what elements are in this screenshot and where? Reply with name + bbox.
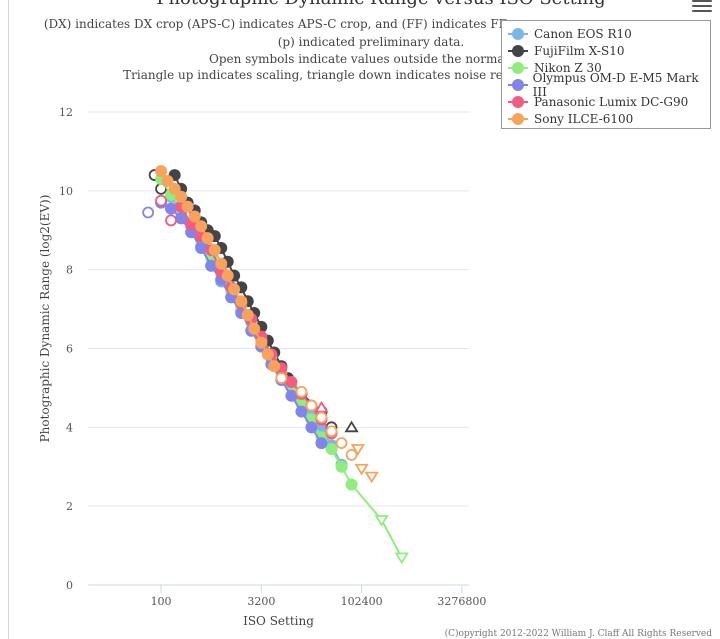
legend-item[interactable]: Canon EOS R10 — [508, 25, 704, 42]
data-point[interactable] — [165, 202, 178, 215]
legend-label: FujiFilm X-S10 — [534, 43, 625, 58]
data-point[interactable] — [295, 405, 308, 418]
series-line — [160, 201, 323, 444]
data-point-open[interactable] — [305, 399, 318, 412]
data-point-open[interactable] — [325, 425, 338, 438]
chart-subtitle-line: Open symbols indicate values outside the… — [209, 52, 553, 66]
chart-subtitle-line: Triangle up indicates scaling, triangle … — [123, 68, 579, 82]
x-axis-label: ISO Setting — [243, 614, 314, 628]
data-point[interactable] — [305, 421, 318, 434]
data-point-triangle-down[interactable] — [354, 463, 369, 476]
data-point-open[interactable] — [295, 385, 308, 398]
data-point[interactable] — [285, 376, 298, 389]
data-point[interactable] — [208, 243, 221, 256]
data-point[interactable] — [195, 220, 208, 233]
legend-item[interactable]: Sony ILCE-6100 — [508, 110, 704, 127]
legend-label: Olympus OM-D E-M5 Mark III — [532, 70, 699, 99]
series-group — [155, 165, 379, 484]
data-point[interactable] — [195, 241, 208, 254]
data-point[interactable] — [181, 200, 194, 213]
legend-swatch-icon — [508, 112, 528, 125]
data-point[interactable] — [155, 165, 168, 178]
series-group — [142, 196, 328, 450]
data-point[interactable] — [235, 295, 248, 308]
data-point-open[interactable] — [335, 437, 348, 450]
copyright-footer: (C)opyright 2012-2022 William J. Claff A… — [444, 629, 712, 639]
y-tick-label: 8 — [66, 264, 73, 277]
data-point[interactable] — [175, 190, 188, 203]
legend-swatch-icon — [508, 61, 528, 74]
plot-area: Photographic Dynamic Range versus ISO Se… — [38, 0, 606, 628]
y-tick-label: 2 — [66, 500, 73, 513]
data-point-open[interactable] — [315, 411, 328, 424]
data-point-open[interactable] — [142, 206, 155, 219]
data-point-triangle-down[interactable] — [350, 444, 365, 456]
data-point[interactable] — [345, 478, 358, 491]
y-tick-label: 4 — [66, 421, 73, 434]
data-point[interactable] — [268, 360, 281, 373]
x-tick-label: 3276800 — [437, 595, 486, 608]
legend-item[interactable]: Nikon Z 30 — [508, 59, 704, 76]
data-point[interactable] — [228, 283, 241, 296]
y-tick-label: 6 — [66, 343, 73, 356]
data-point[interactable] — [261, 348, 274, 361]
data-point[interactable] — [241, 308, 254, 321]
data-point[interactable] — [205, 259, 218, 272]
legend-item[interactable]: Panasonic Lumix DC-G90 — [508, 93, 704, 110]
data-point-triangle-down[interactable] — [394, 552, 409, 565]
data-point-triangle-up[interactable] — [344, 420, 359, 433]
legend-item[interactable]: FujiFilm X-S10 — [508, 42, 704, 59]
chart-title: Photographic Dynamic Range versus ISO Se… — [156, 0, 605, 9]
legend: Canon EOS R10 FujiFilm X-S10 Nikon Z 30 Oly… — [501, 20, 711, 129]
chart-subtitle-line: (p) indicated preliminary data. — [278, 35, 465, 49]
data-point[interactable] — [201, 232, 214, 245]
data-point[interactable] — [335, 460, 348, 473]
y-tick-label: 12 — [59, 106, 73, 119]
data-point[interactable] — [221, 269, 234, 282]
data-point[interactable] — [325, 443, 338, 456]
data-point[interactable] — [175, 212, 188, 225]
chart-subtitle-line: (DX) indicates DX crop (APS-C) indicates… — [44, 17, 539, 31]
legend-label: Canon EOS R10 — [534, 26, 632, 41]
data-point[interactable] — [161, 174, 174, 187]
chart-menu-icon[interactable] — [692, 0, 712, 12]
chart-frame: Photographic Dynamic Range versus ISO Se… — [8, 0, 720, 639]
x-tick-label: 100 — [151, 595, 172, 608]
data-point-open[interactable] — [165, 214, 177, 227]
legend-label: Panasonic Lumix DC-G90 — [534, 94, 689, 109]
y-tick-label: 0 — [66, 579, 73, 592]
data-point-open[interactable] — [345, 449, 358, 461]
data-point[interactable] — [188, 210, 201, 223]
legend-label: Sony ILCE-6100 — [534, 111, 634, 126]
data-point-open[interactable] — [155, 194, 167, 207]
legend-swatch-icon — [508, 95, 528, 108]
data-point[interactable] — [215, 257, 228, 270]
legend-swatch-icon — [508, 78, 528, 91]
legend-swatch-icon — [508, 44, 528, 57]
legend-item[interactable]: Olympus OM-D E-M5 Mark III — [508, 71, 704, 99]
x-tick-label: 102400 — [341, 595, 383, 608]
data-point[interactable] — [285, 389, 298, 402]
data-point[interactable] — [255, 336, 268, 349]
data-point-open[interactable] — [275, 372, 288, 384]
data-point[interactable] — [315, 437, 328, 450]
y-tick-label: 10 — [59, 185, 73, 198]
legend-label: Nikon Z 30 — [534, 60, 602, 75]
data-point-triangle-down[interactable] — [374, 515, 389, 527]
x-tick-label: 3200 — [247, 595, 275, 608]
data-point-triangle-down[interactable] — [364, 471, 379, 484]
data-point[interactable] — [248, 322, 261, 335]
legend-swatch-icon — [508, 27, 528, 40]
y-axis-label: Photographic Dynamic Range (log2(EV)) — [38, 195, 52, 443]
